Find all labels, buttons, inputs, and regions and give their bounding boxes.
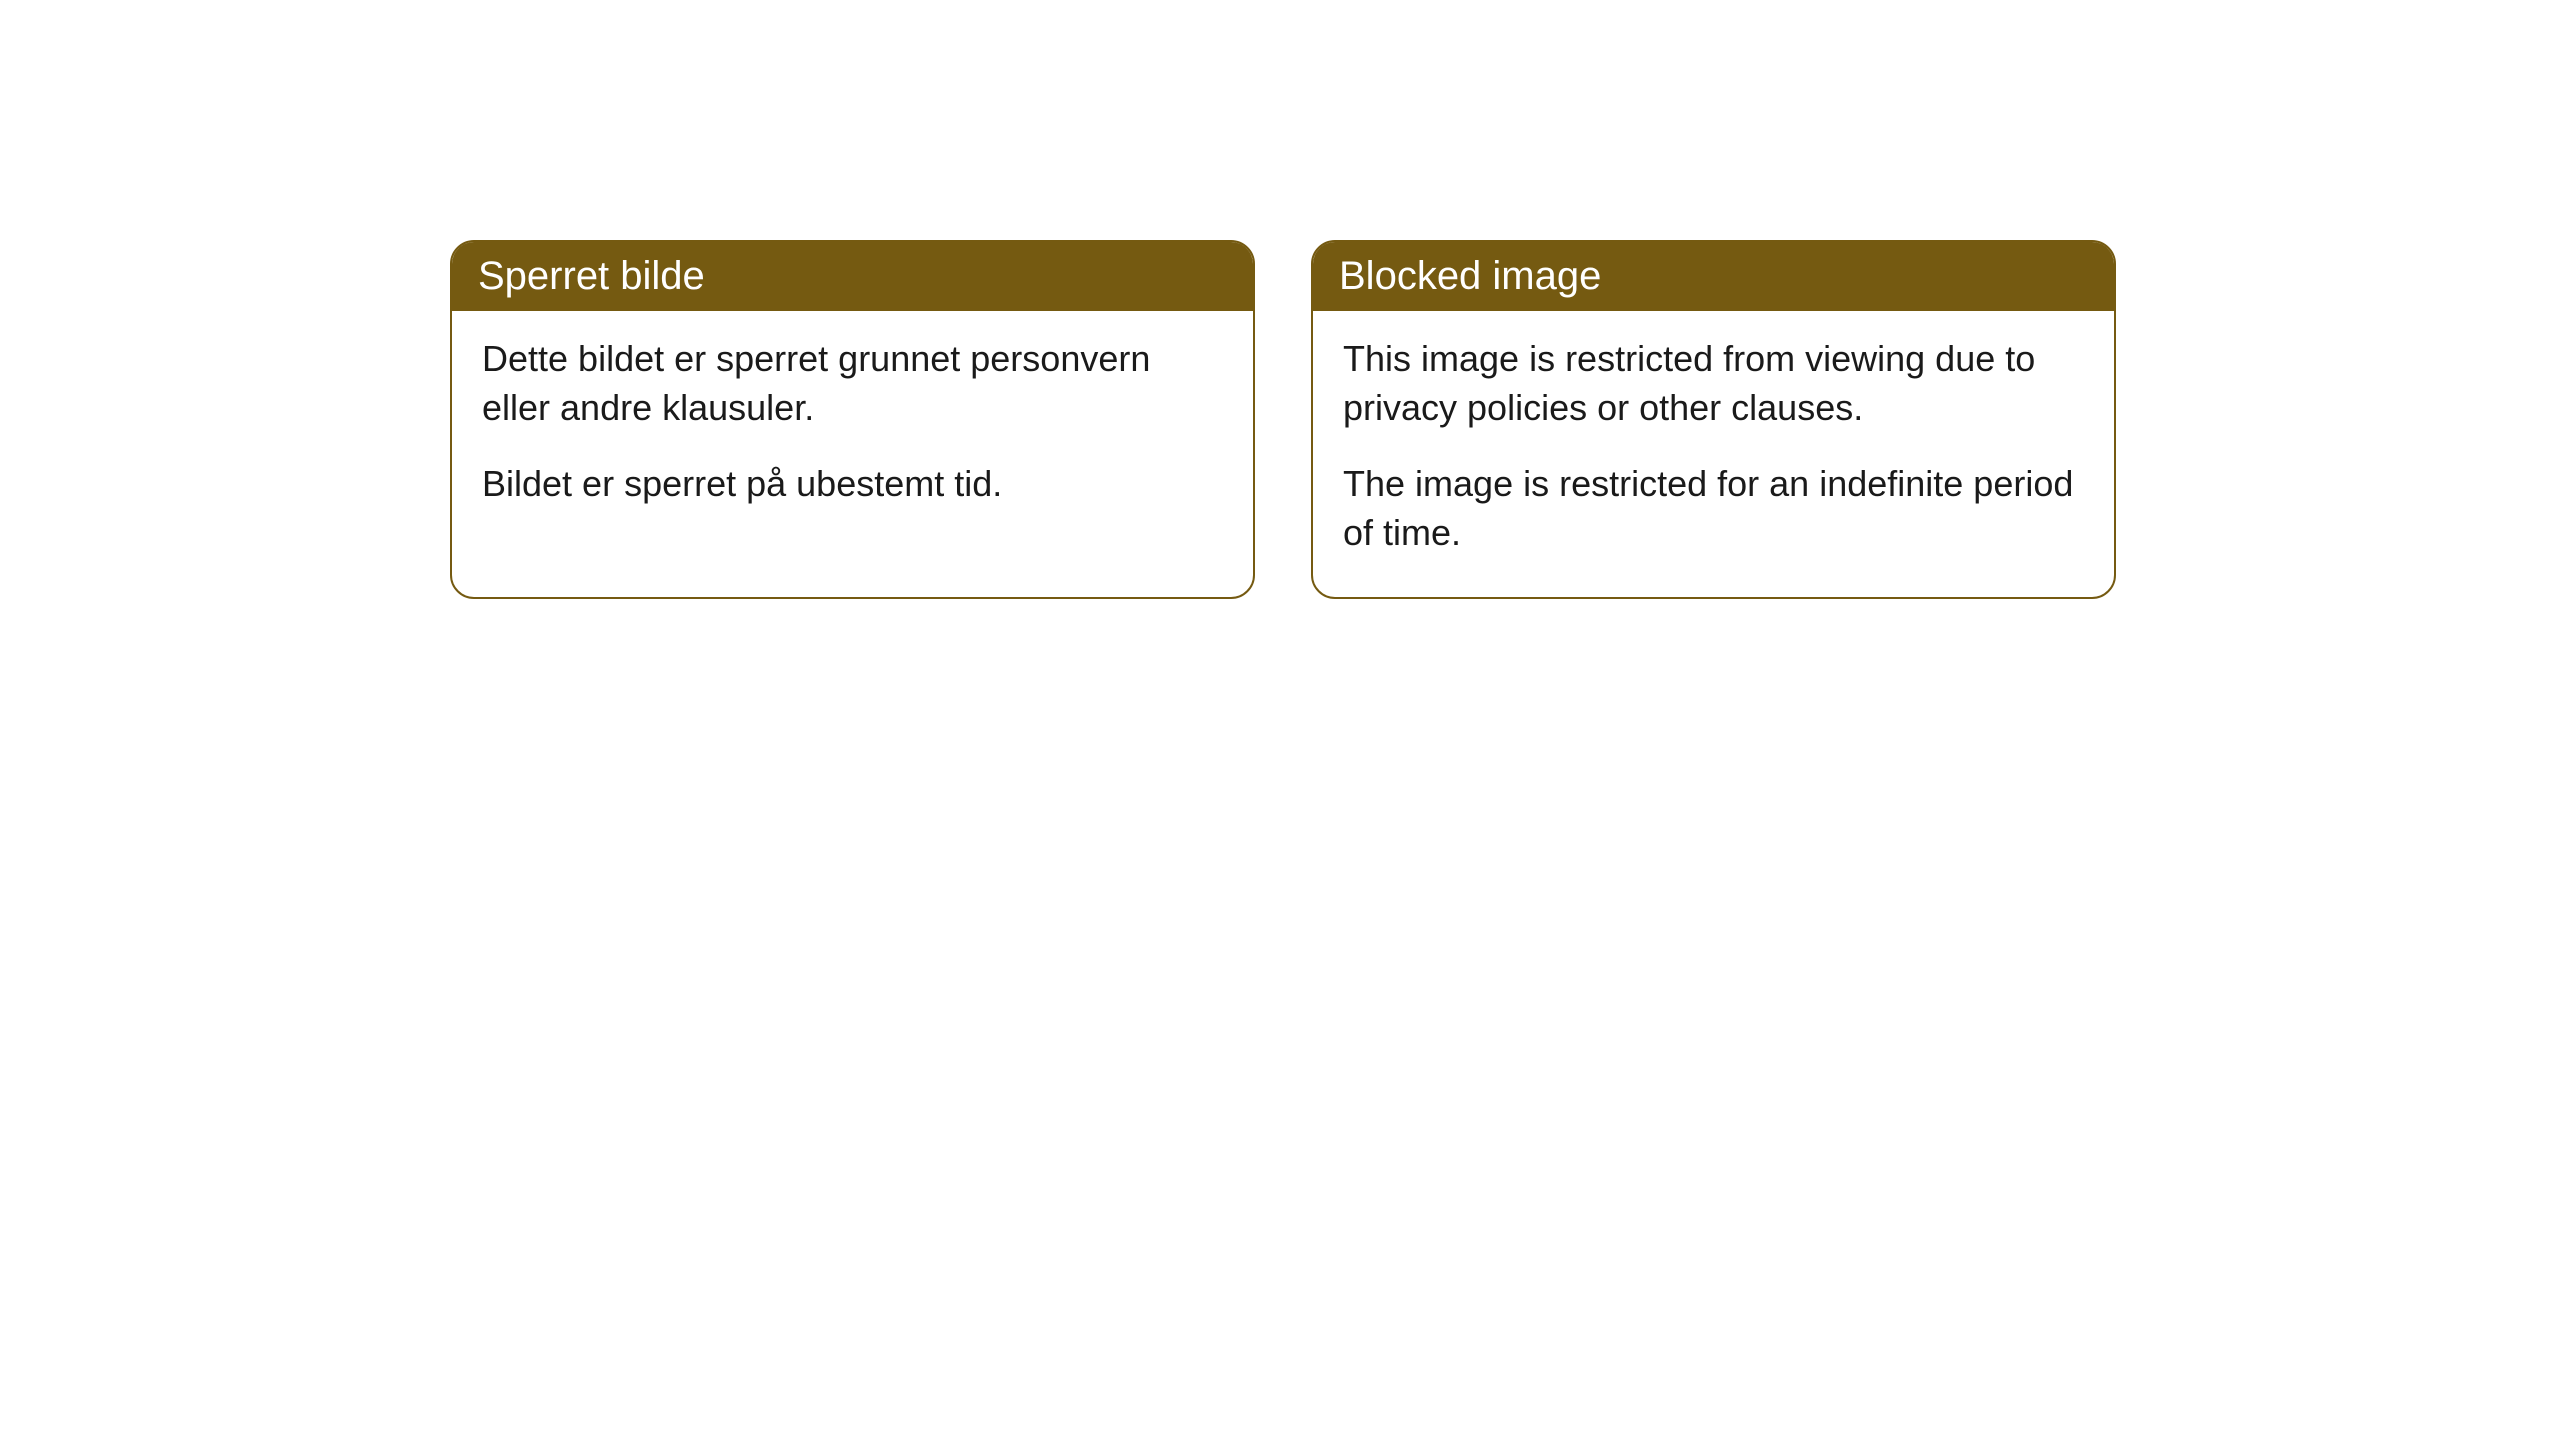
card-paragraph: This image is restricted from viewing du… xyxy=(1343,335,2084,432)
card-body: Dette bildet er sperret grunnet personve… xyxy=(452,311,1253,549)
card-title: Sperret bilde xyxy=(478,254,705,298)
card-body: This image is restricted from viewing du… xyxy=(1313,311,2114,597)
blocked-image-card-english: Blocked image This image is restricted f… xyxy=(1311,240,2116,599)
card-title: Blocked image xyxy=(1339,254,1601,298)
card-header: Sperret bilde xyxy=(452,242,1253,311)
card-paragraph: Bildet er sperret på ubestemt tid. xyxy=(482,460,1223,509)
card-header: Blocked image xyxy=(1313,242,2114,311)
card-paragraph: The image is restricted for an indefinit… xyxy=(1343,460,2084,557)
card-paragraph: Dette bildet er sperret grunnet personve… xyxy=(482,335,1223,432)
blocked-image-card-norwegian: Sperret bilde Dette bildet er sperret gr… xyxy=(450,240,1255,599)
notice-container: Sperret bilde Dette bildet er sperret gr… xyxy=(450,240,2116,599)
